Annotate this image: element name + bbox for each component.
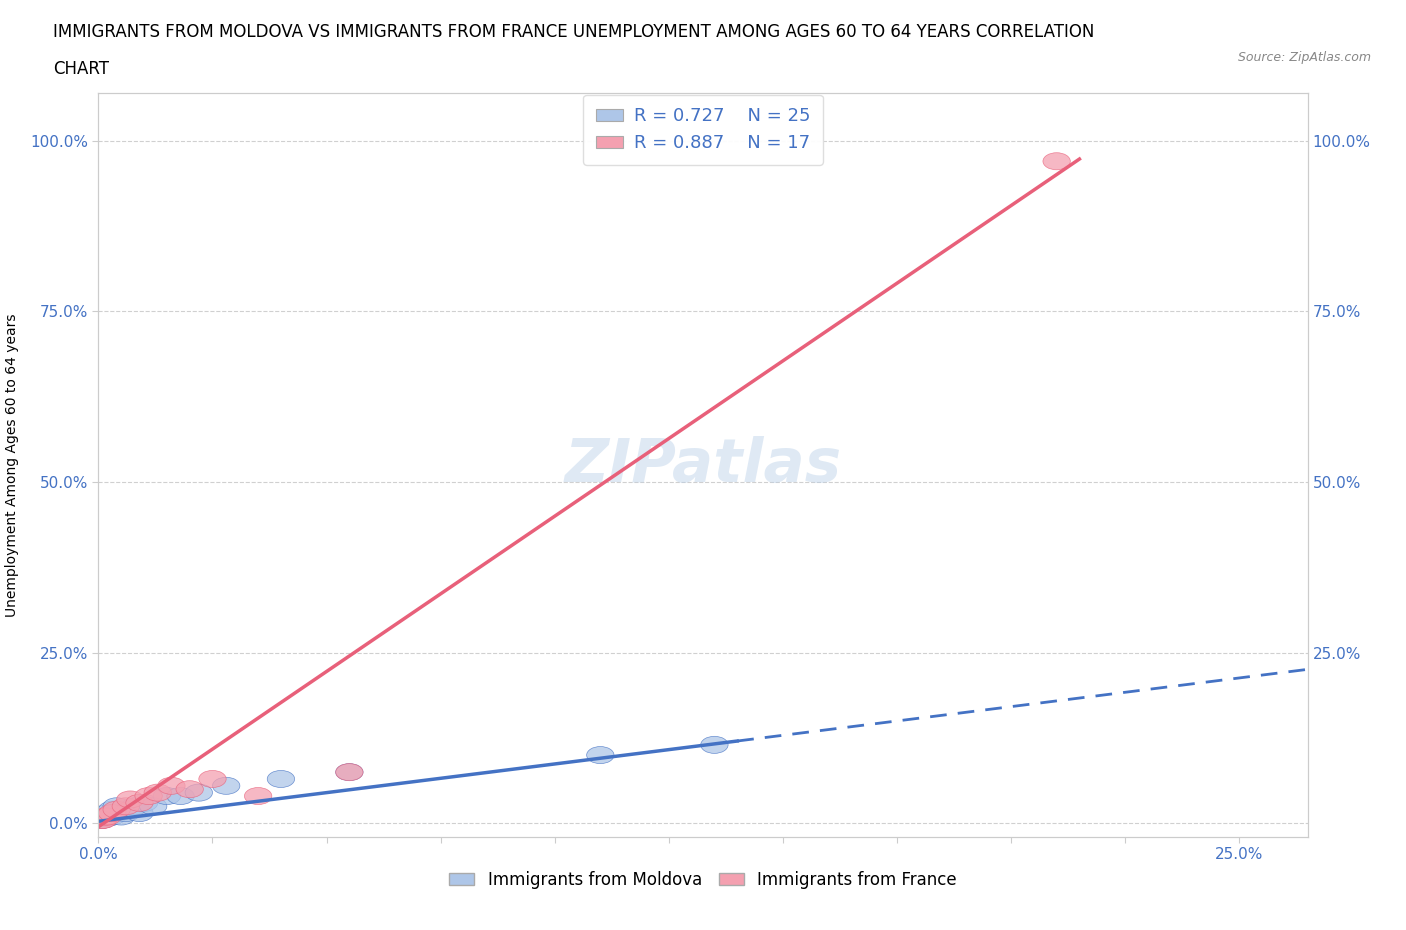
Ellipse shape [94,804,121,821]
Ellipse shape [198,770,226,788]
Ellipse shape [135,788,162,804]
Ellipse shape [131,794,157,811]
Ellipse shape [121,798,149,815]
Ellipse shape [336,764,363,780]
Ellipse shape [98,804,125,821]
Ellipse shape [89,811,115,829]
Text: Source: ZipAtlas.com: Source: ZipAtlas.com [1237,51,1371,64]
Ellipse shape [212,777,240,794]
Ellipse shape [112,798,139,815]
Ellipse shape [117,801,143,818]
Ellipse shape [176,780,204,798]
Ellipse shape [700,737,728,753]
Ellipse shape [125,794,153,811]
Ellipse shape [94,809,121,827]
Ellipse shape [336,764,363,780]
Ellipse shape [103,798,131,815]
Ellipse shape [143,784,172,801]
Ellipse shape [98,801,125,818]
Ellipse shape [139,798,167,815]
Ellipse shape [94,808,121,825]
Ellipse shape [167,788,194,804]
Ellipse shape [586,747,614,764]
Ellipse shape [90,808,118,825]
Ellipse shape [157,777,186,794]
Ellipse shape [91,808,120,825]
Y-axis label: Unemployment Among Ages 60 to 64 years: Unemployment Among Ages 60 to 64 years [4,313,18,617]
Ellipse shape [103,801,131,818]
Ellipse shape [107,808,135,825]
Ellipse shape [117,790,143,808]
Ellipse shape [186,784,212,801]
Legend: Immigrants from Moldova, Immigrants from France: Immigrants from Moldova, Immigrants from… [443,864,963,896]
Ellipse shape [125,804,153,821]
Ellipse shape [267,770,295,788]
Ellipse shape [112,804,139,821]
Ellipse shape [103,804,131,821]
Ellipse shape [91,808,120,825]
Ellipse shape [1043,153,1070,170]
Ellipse shape [90,809,117,827]
Text: ZIPatlas: ZIPatlas [564,435,842,495]
Text: CHART: CHART [53,60,110,78]
Ellipse shape [98,808,125,825]
Ellipse shape [89,811,115,829]
Text: IMMIGRANTS FROM MOLDOVA VS IMMIGRANTS FROM FRANCE UNEMPLOYMENT AMONG AGES 60 TO : IMMIGRANTS FROM MOLDOVA VS IMMIGRANTS FR… [53,23,1095,41]
Ellipse shape [153,788,180,804]
Ellipse shape [90,811,117,829]
Ellipse shape [245,788,271,804]
